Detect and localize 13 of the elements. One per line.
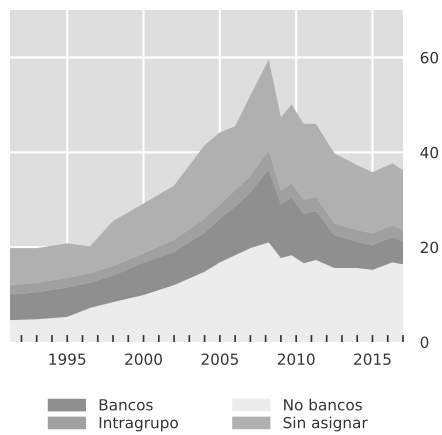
y-tick-label: 0 [420,336,428,348]
y-tick-label: 60 [420,52,438,64]
legend-label: Intragrupo [100,417,178,432]
y-tick-label: 40 [420,146,438,158]
x-tick-label: 2000 [125,353,162,365]
x-tick-label: 2005 [202,353,238,365]
legend-label: Bancos [100,399,153,411]
x-tick-label: 2010 [278,353,315,365]
x-tick-label: 2015 [354,353,391,365]
y-tick-label: 20 [420,242,438,254]
legend-label: No bancos [284,398,362,411]
legend-label: Sin asignar [284,416,368,432]
x-tick-label: 1995 [49,353,86,365]
